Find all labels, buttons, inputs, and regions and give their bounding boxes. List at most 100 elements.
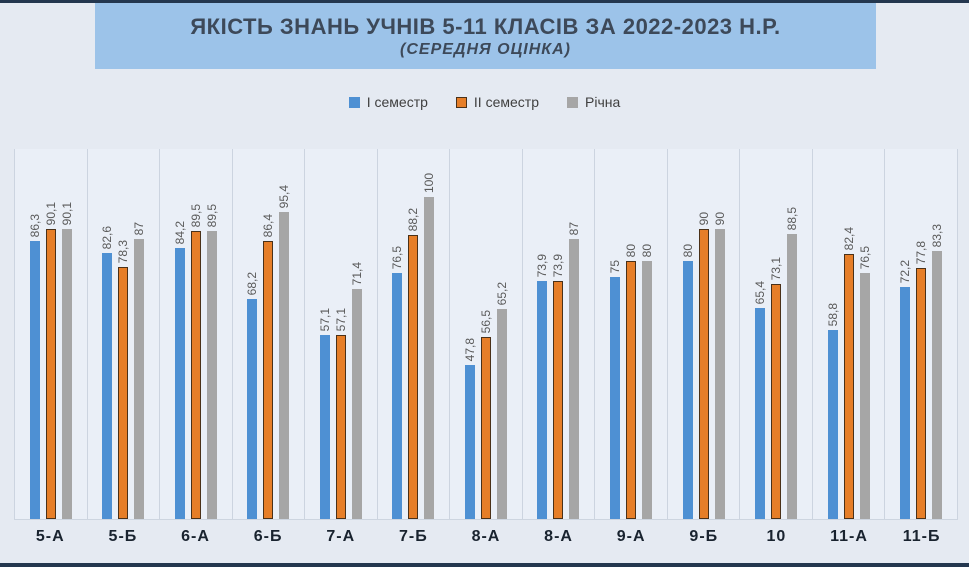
bar: [553, 281, 564, 519]
bar: [424, 197, 435, 519]
bar: [174, 248, 185, 519]
bar: [392, 273, 403, 519]
bar-value-label: 72,2: [898, 259, 913, 283]
bar-wrap: 88,2: [406, 149, 420, 519]
bar-value-label: 88,5: [785, 206, 800, 230]
bar: [859, 273, 870, 519]
bar-wrap: 47,8: [462, 149, 477, 519]
x-axis-label: 5-А: [35, 528, 65, 545]
legend-item-label: ІІ семестр: [473, 94, 539, 110]
bar: [698, 229, 709, 519]
bar-value-label: 65,4: [753, 280, 768, 304]
category-panel: 72,2 77,8 83,3: [884, 149, 958, 519]
bar-value-label: 87: [567, 221, 582, 235]
bar-value-label: 90: [712, 211, 727, 225]
bar-wrap: 86,3: [27, 149, 42, 519]
bar-value-label: 89,5: [204, 203, 219, 227]
bar: [496, 309, 507, 519]
bar-wrap: 56,5: [479, 149, 493, 519]
bar-value-label: 82,6: [100, 225, 115, 249]
bar-group: 47,8 56,5 65,2: [462, 149, 510, 519]
bar-wrap: 73,9: [551, 149, 565, 519]
bar: [206, 231, 217, 519]
bar-wrap: 83,3: [930, 149, 945, 519]
bar-wrap: 90: [696, 149, 711, 519]
bar-wrap: 88,5: [785, 149, 800, 519]
bar: [247, 299, 258, 519]
bar: [682, 261, 693, 519]
bar-value-label: 100: [422, 172, 437, 193]
bar: [569, 239, 580, 519]
x-axis-label: 8-А: [544, 528, 573, 545]
bar-wrap: 100: [422, 149, 437, 519]
x-axis-label: 9-Б: [689, 528, 719, 545]
bar-group: 75 80 80: [607, 149, 655, 519]
bar: [771, 284, 782, 519]
bar-value-label: 57,1: [333, 307, 348, 331]
bar-value-label: 73,9: [535, 253, 550, 277]
bar-value-label: 78,3: [116, 239, 131, 263]
category-panel: 86,3 90,1 90,1: [14, 149, 87, 519]
bar-value-label: 86,3: [27, 213, 42, 237]
legend-item-2: ІІ семестр: [455, 94, 539, 110]
bar-wrap: 80: [681, 149, 695, 519]
legend-swatch-icon: [348, 96, 360, 108]
chart-title-box: ЯКІСТЬ ЗНАНЬ УЧНІВ 5-11 КЛАСІВ ЗА 2022-2…: [95, 3, 876, 69]
x-axis-label: 11-А: [830, 528, 868, 545]
bar-wrap: 84,2: [172, 149, 187, 519]
x-axis: 5-А 5-Б 6-А 6-Б 7-А 7-Б 8-А 8-А 9-А 9-Б 10 11-А 11-Б: [14, 528, 958, 546]
x-axis-label: 9-А: [616, 528, 646, 545]
bar-wrap: 80: [640, 149, 655, 519]
bar: [351, 289, 362, 519]
chart-title: ЯКІСТЬ ЗНАНЬ УЧНІВ 5-11 КЛАСІВ ЗА 2022-2…: [190, 13, 781, 39]
x-axis-label: 5-Б: [108, 528, 138, 545]
bar-wrap: 76,5: [857, 149, 872, 519]
bar: [190, 231, 201, 519]
category-panel: 84,2 89,5 89,5: [159, 149, 232, 519]
bar-value-label: 47,8: [462, 337, 477, 361]
bar: [900, 287, 911, 519]
category-panel: 73,9 73,9 87: [521, 149, 595, 519]
bar-value-label: 90,1: [43, 201, 58, 225]
bar-value-label: 95,4: [277, 184, 292, 208]
x-axis-label: 6-Б: [253, 528, 283, 545]
bar-wrap: 87: [567, 149, 582, 519]
bar-wrap: 90: [712, 149, 727, 519]
bottom-border: [0, 563, 969, 567]
bar: [755, 308, 766, 519]
category-panel: 57,1 57,1 71,4: [304, 149, 377, 519]
bar: [263, 241, 274, 519]
bar-group: 68,2 86,4 95,4: [244, 149, 292, 519]
bar-wrap: 57,1: [317, 149, 332, 519]
bar-value-label: 57,1: [317, 307, 332, 331]
bar-value-label: 71,4: [349, 261, 364, 285]
bar-wrap: 57,1: [333, 149, 348, 519]
bar-value-label: 86,4: [261, 213, 276, 237]
bar-value-label: 80: [640, 243, 655, 257]
bar-wrap: 80: [624, 149, 638, 519]
bar-value-label: 76,5: [857, 245, 872, 269]
x-axis-label: 10: [766, 528, 787, 545]
category-panel: 80 90 90: [666, 149, 740, 519]
bar-value-label: 90: [696, 211, 711, 225]
bar-wrap: 65,4: [753, 149, 768, 519]
bar-group: 57,1 57,1 71,4: [317, 149, 365, 519]
bar-value-label: 82,4: [841, 226, 856, 250]
bar-value-label: 83,3: [930, 223, 945, 247]
bar-wrap: 76,5: [390, 149, 404, 519]
bar-value-label: 84,2: [172, 220, 187, 244]
bar-wrap: 71,4: [349, 149, 364, 519]
bar: [335, 335, 346, 519]
legend-item-label: Річна: [585, 94, 621, 110]
bar-wrap: 87: [132, 149, 146, 519]
bar-group: 65,4 73,1 88,5: [752, 149, 800, 519]
bar-wrap: 65,2: [495, 149, 509, 519]
bar-group: 58,8 82,4 76,5: [825, 149, 873, 519]
category-panel: 68,2 86,4 95,4: [231, 149, 305, 519]
bar-wrap: 72,2: [898, 149, 913, 519]
category-panel: 75 80 80: [594, 149, 667, 519]
top-border: [0, 0, 969, 3]
x-axis-label: 8-А: [471, 528, 501, 545]
bar-value-label: 68,2: [245, 271, 260, 295]
bar-value-label: 58,8: [825, 302, 840, 326]
